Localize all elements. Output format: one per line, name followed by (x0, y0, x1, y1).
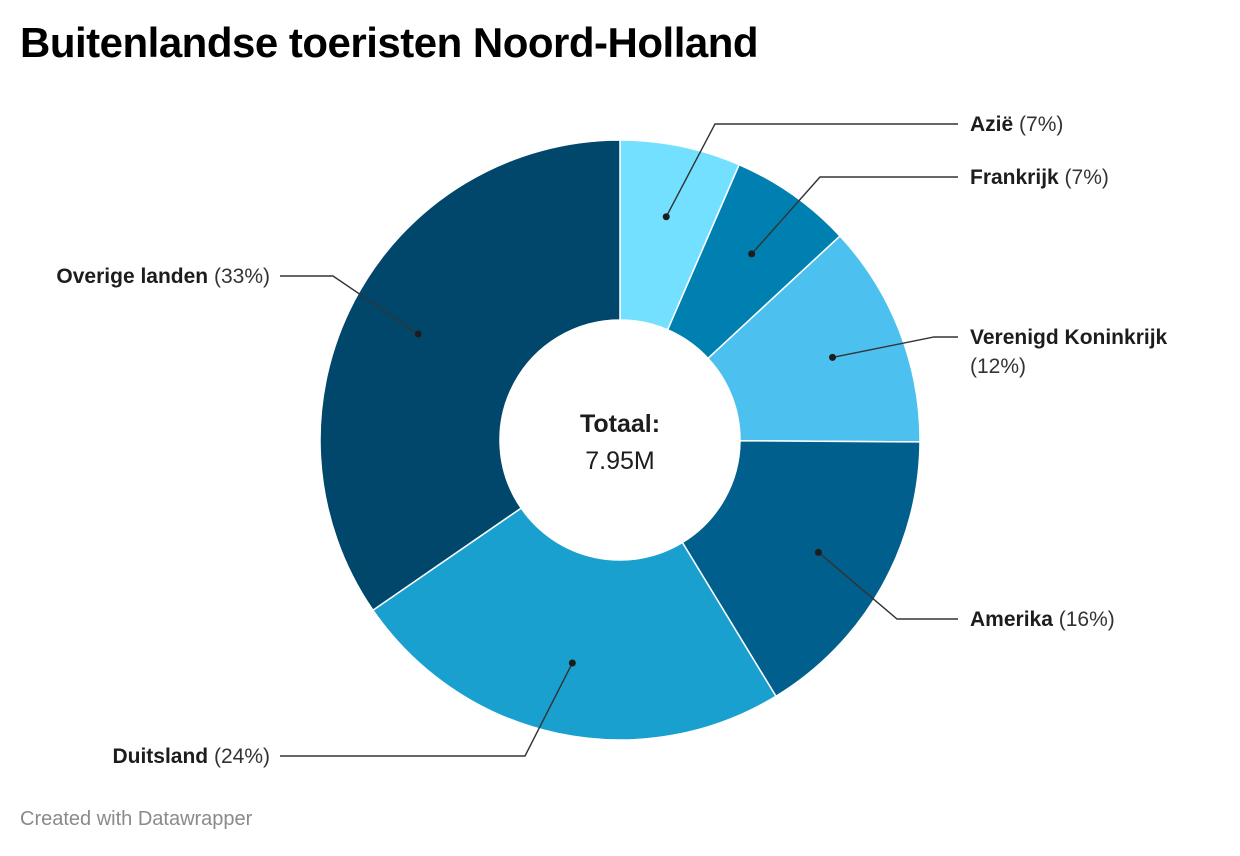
slice-label-overige-landen: Overige landen (33%) (56, 265, 270, 288)
slice-verenigd-koninkrijk[interactable] (706, 234, 921, 443)
leader-dot-duitsland (568, 659, 576, 667)
slice-label-azie: Azië (7%) (970, 113, 1063, 136)
slice-amerika[interactable] (681, 439, 921, 698)
leader-dot-amerika (814, 548, 822, 556)
leader-dot-azie (662, 213, 670, 221)
footer-credit: Created with Datawrapper (20, 808, 253, 830)
slice-label-name: Verenigd Koninkrijk (970, 326, 1168, 349)
leader-line-azie (665, 123, 958, 218)
slice-label-verenigd-koninkrijk: Verenigd Koninkrijk (12%) (970, 326, 1168, 378)
slice-label-name: Azië (970, 113, 1013, 136)
center-total-label: Totaal: (580, 410, 660, 438)
slice-label-percent: (24%) (208, 745, 270, 768)
slice-label-percent: (33%) (208, 265, 270, 288)
slice-label-name: Amerika (970, 608, 1053, 631)
slice-label-percent: (7%) (1013, 113, 1063, 136)
slice-label-name: Duitsland (112, 745, 208, 768)
slice-label-name: Frankrijk (970, 166, 1059, 189)
chart-title: Buitenlandse toeristen Noord-Holland (20, 19, 759, 66)
slice-label-percent: (12%) (970, 355, 1026, 378)
leader-dot-frankrijk (748, 250, 756, 258)
slice-label-duitsland: Duitsland (24%) (112, 745, 270, 768)
leader-line-overige-landen (280, 275, 419, 335)
label-leader-lines (280, 123, 958, 757)
slice-overige-landen[interactable] (319, 139, 621, 612)
slice-label-frankrijk: Frankrijk (7%) (970, 166, 1109, 189)
leader-dot-verenigd-koninkrijk (829, 353, 837, 361)
slice-label-percent: (7%) (1059, 166, 1109, 189)
leader-dot-overige-landen (414, 330, 422, 338)
slice-label-percent: (16%) (1053, 608, 1115, 631)
leader-line-amerika (817, 551, 958, 620)
slice-label-name: Overige landen (56, 265, 208, 288)
donut-slices (319, 139, 921, 741)
center-total-value: 7.95M (585, 447, 654, 475)
slice-labels: Azië (7%)Frankrijk (7%)Verenigd Koninkri… (56, 113, 1167, 768)
leader-line-verenigd-koninkrijk (832, 336, 958, 359)
slice-label-amerika: Amerika (16%) (970, 608, 1115, 631)
slice-duitsland[interactable] (371, 507, 777, 741)
leader-line-duitsland (280, 662, 573, 757)
leader-line-frankrijk (751, 176, 958, 255)
